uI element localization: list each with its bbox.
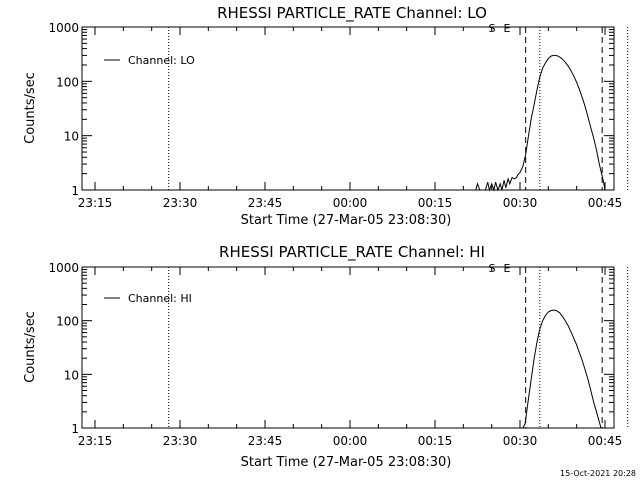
x-tick-label: 23:45	[248, 196, 283, 210]
y-tick-label: 100	[56, 75, 79, 89]
series-line	[82, 54, 606, 192]
x-tick-label: 00:30	[503, 196, 538, 210]
x-axis-label: Start Time (27-Mar-05 23:08:30)	[241, 455, 452, 470]
end-marker-label: E	[504, 262, 511, 275]
chart-panel-lo: RHESSI PARTICLE_RATE Channel: LO Start T…	[23, 4, 629, 228]
generation-timestamp: 15-Oct-2021 20:28	[560, 469, 636, 478]
y-tick-label: 100	[56, 315, 79, 329]
y-tick-label: 1000	[48, 21, 79, 35]
x-tick-label: 00:45	[588, 196, 623, 210]
x-tick-label: 23:30	[163, 434, 198, 448]
y-tick-label: 1	[71, 422, 79, 436]
chart-title: RHESSI PARTICLE_RATE Channel: LO	[217, 4, 487, 23]
x-tick-label: 23:45	[248, 434, 283, 448]
y-tick-label: 10	[64, 368, 79, 382]
chart-panel-hi: RHESSI PARTICLE_RATE Channel: HI Start T…	[23, 243, 629, 470]
x-tick-label: 00:45	[588, 434, 623, 448]
y-axis-label: Counts/sec	[23, 311, 38, 383]
series-line	[82, 309, 602, 429]
x-axis-label: Start Time (27-Mar-05 23:08:30)	[241, 213, 452, 228]
chart-title: RHESSI PARTICLE_RATE Channel: HI	[219, 243, 485, 262]
x-tick-label: 00:15	[418, 196, 453, 210]
legend-label: Channel: LO	[128, 54, 195, 67]
y-tick-label: 1000	[48, 261, 79, 275]
x-tick-label: 00:15	[418, 434, 453, 448]
x-tick-label: 00:00	[333, 196, 368, 210]
legend-label: Channel: HI	[128, 292, 192, 305]
x-tick-label: 23:15	[78, 196, 113, 210]
x-tick-label: 23:15	[78, 434, 113, 448]
plot-frame	[81, 26, 615, 191]
end-marker-label: E	[504, 22, 511, 35]
y-tick-label: 1	[71, 184, 79, 198]
y-tick-label: 10	[64, 130, 79, 144]
x-tick-label: 00:30	[503, 434, 538, 448]
x-tick-label: 00:00	[333, 434, 368, 448]
y-axis-label: Counts/sec	[23, 72, 38, 144]
x-tick-label: 23:30	[163, 196, 198, 210]
